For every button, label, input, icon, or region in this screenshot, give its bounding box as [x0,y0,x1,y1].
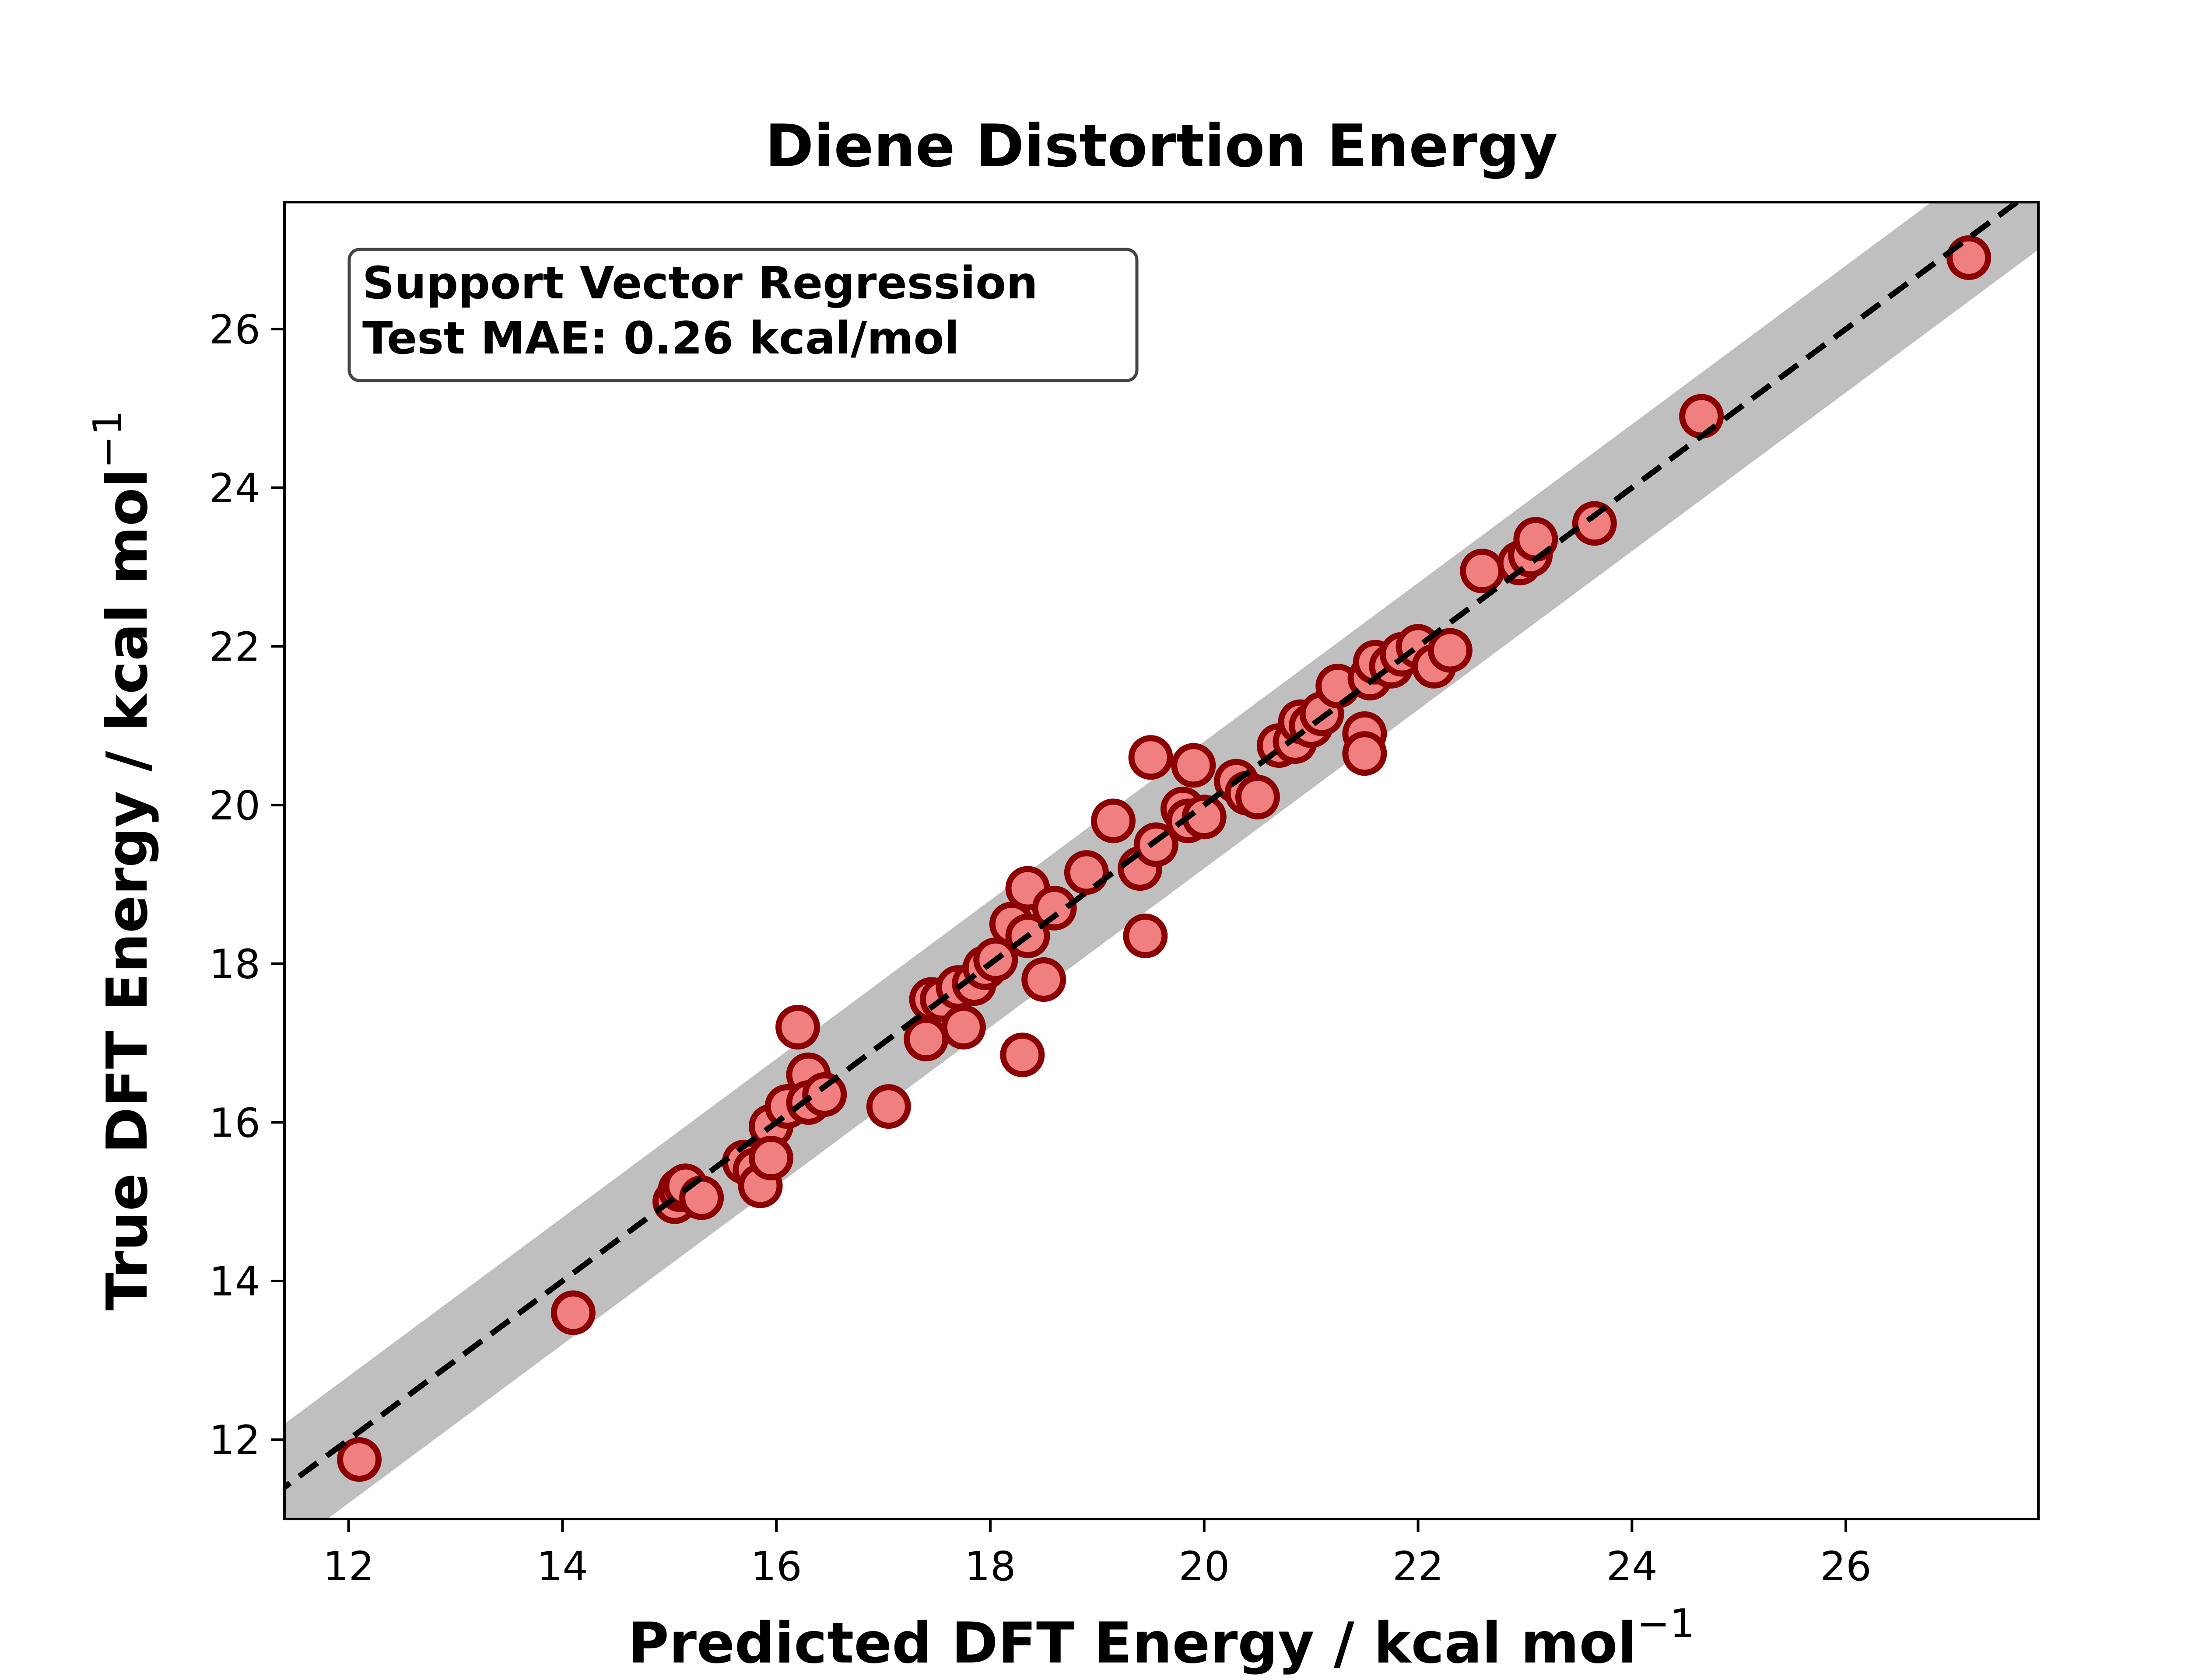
data-point-29 [1021,957,1066,1002]
plot-frame [283,201,2040,1520]
annotation-line-1: Support Vector Regression [362,257,1038,309]
data-point-64 [1679,394,1724,439]
x-axis-ticks: 12 14 16 18 20 22 24 26 [323,1519,1872,1590]
data-point-26 [1000,1032,1045,1078]
y-axis-ticks: 12 14 16 18 20 22 24 26 [209,306,284,1464]
data-point-31 [1064,850,1109,895]
y-axis-label: True DFT Energy / kcal mol−1 [85,410,160,1311]
y-tick-label: 14 [209,1258,260,1305]
data-point-65 [1946,235,1992,280]
data-point-16 [866,1084,911,1129]
y-tick-label: 18 [209,941,260,988]
data-point-39 [1171,743,1216,788]
x-tick-label: 14 [537,1543,588,1590]
data-point-32 [1091,798,1136,844]
data-point-34 [1123,914,1168,959]
y-axis-label-text: True DFT Energy / kcal mol [95,469,160,1311]
y-tick-label: 16 [209,1099,260,1146]
y-tick-label: 24 [209,465,260,512]
data-point-30 [1032,886,1077,931]
x-tick-label: 12 [323,1543,374,1590]
x-axis-label-superscript: −1 [1637,1601,1695,1647]
x-tick-label: 22 [1392,1543,1444,1590]
data-point-43 [1235,774,1280,819]
x-axis-label-text: Predicted DFT Energy / kcal mol [628,1611,1637,1676]
x-tick-label: 24 [1606,1543,1658,1590]
data-point-21 [941,1004,986,1050]
annotation-line-2: Test MAE: 0.26 kcal/mol [362,312,959,364]
data-point-17 [904,1016,949,1061]
x-tick-label: 26 [1820,1543,1872,1590]
chart-title: Diene Distortion Energy [765,112,1557,180]
y-tick-label: 22 [209,623,260,670]
data-point-51 [1342,731,1387,776]
y-tick-label: 12 [209,1417,260,1464]
x-axis-label: Predicted DFT Energy / kcal mol−1 [628,1601,1695,1676]
plot-area [284,202,2038,1519]
x-tick-label: 18 [964,1543,1016,1590]
y-axis-label-superscript: −1 [85,410,131,469]
data-point-59 [1460,549,1505,594]
y-tick-label: 20 [209,782,260,829]
data-point-58 [1427,628,1473,673]
data-point-1 [551,1290,596,1335]
data-point-5 [679,1175,724,1220]
parity-line [284,202,2022,1491]
data-point-63 [1572,501,1617,546]
data-point-62 [1513,517,1558,562]
annotation-box: Support Vector Regression Test MAE: 0.26… [347,248,1139,382]
y-tick-label: 26 [209,306,260,353]
data-point-15 [802,1072,847,1117]
data-point-35 [1128,735,1173,780]
data-point-0 [337,1437,382,1482]
data-point-12 [775,1004,820,1050]
points-layer [337,235,1992,1482]
x-tick-label: 20 [1178,1543,1230,1590]
data-point-10 [748,1135,793,1180]
x-tick-label: 16 [751,1543,802,1590]
